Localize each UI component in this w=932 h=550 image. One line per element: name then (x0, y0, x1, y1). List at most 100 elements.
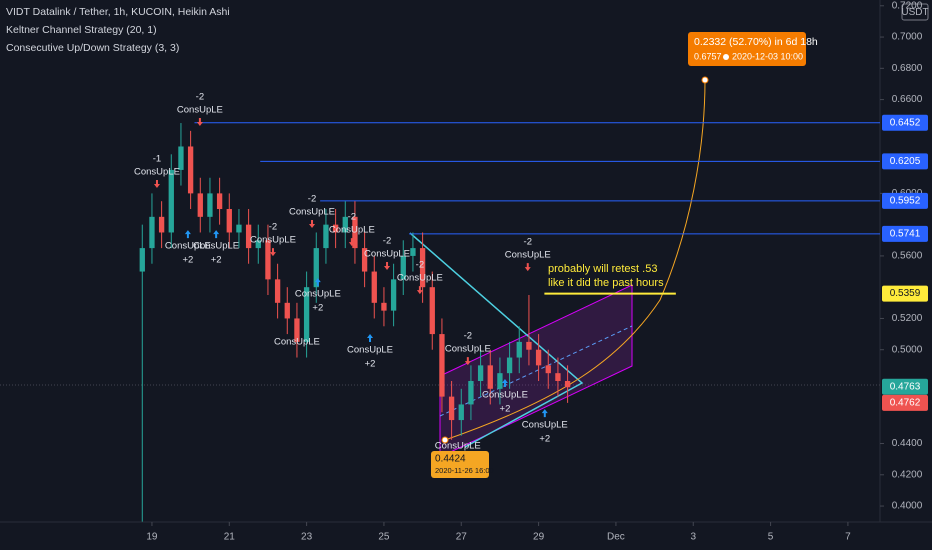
candle-body (284, 302, 290, 319)
last-price-box (882, 394, 928, 411)
signal-label: ConsUpLE (165, 241, 211, 252)
signal-count: +2 (312, 303, 323, 314)
candle-body (487, 365, 493, 389)
marks (139, 122, 880, 522)
candle-body (458, 404, 464, 421)
signal-label: ConsUpLE (177, 105, 223, 116)
currency-box[interactable] (901, 3, 929, 21)
candle-body (564, 380, 571, 388)
signal-arrow (464, 357, 471, 366)
measure-time: 2020-12-03 10:00 (732, 51, 803, 61)
low-price: 0.4424 (435, 454, 466, 465)
triangle (409, 232, 584, 448)
title: VIDT Datalink / Tether, 1h, KUCOIN, Heik… (6, 6, 230, 18)
candle-body (371, 271, 377, 303)
price-label-box (882, 225, 928, 242)
y-tick-label: 0.5600 (892, 251, 923, 262)
y-tick-label: 0.6600 (892, 94, 923, 105)
signal-arrow (501, 379, 508, 388)
note: like it did the past hours (548, 277, 664, 289)
price-label-box (882, 192, 928, 209)
candle-body (313, 248, 319, 288)
signal-label: ConsUpLE (435, 441, 481, 452)
price-label-box (882, 285, 928, 302)
candle-body (419, 248, 426, 288)
candle-body (245, 224, 252, 249)
measure-target: 0.6757 (694, 51, 722, 61)
last-price-label: 0.4762 (890, 398, 921, 409)
price-label: 0.5741 (890, 229, 921, 240)
measure-end (701, 76, 709, 84)
signal-count: +2 (365, 359, 376, 370)
signal-arrow (309, 219, 316, 228)
last-price-box (882, 378, 928, 395)
candle-body (361, 248, 368, 272)
candle-body (255, 240, 261, 249)
signal-arrow (314, 278, 321, 287)
signal-label: ConsUpLE (505, 250, 551, 261)
price-label-box (882, 153, 928, 170)
candle-body (381, 302, 387, 311)
candle-body (168, 169, 174, 233)
x-tick-label: Dec (607, 532, 625, 543)
candle-body (323, 224, 329, 249)
measure-box (688, 32, 806, 66)
signal-label: ConsUpLE (445, 344, 491, 355)
price-label: 0.6205 (890, 156, 921, 167)
signal-count: -2 (464, 331, 472, 342)
signal-label: ConsUpLE (295, 289, 341, 300)
candle-body (342, 216, 348, 233)
x-tick-label: 19 (146, 532, 158, 543)
candle-body (158, 216, 165, 233)
candle-body (226, 209, 232, 233)
signal-arrow (196, 118, 203, 127)
y-tick-label: 0.7200 (892, 0, 923, 11)
candle-body (497, 373, 503, 389)
signal-arrow (416, 286, 423, 295)
note: probably will retest .53 (548, 263, 657, 275)
signal-label: ConsUpLE (347, 345, 393, 356)
x-tick-label: 27 (456, 532, 468, 543)
signal-label: ConsUpLE (289, 207, 335, 218)
clock-icon (723, 54, 729, 60)
signal-count: -2 (348, 212, 356, 223)
candle-body (236, 224, 242, 233)
candle-body (429, 287, 435, 335)
x-tick-label: 23 (301, 532, 313, 543)
signal-arrow (348, 238, 355, 247)
price-label: 0.5952 (890, 196, 921, 207)
x-tick-label: 7 (845, 532, 851, 543)
price-label: 0.6452 (890, 117, 921, 128)
signal-count: -2 (416, 260, 424, 271)
low-time: 2020-11-26 16:00 (435, 466, 494, 475)
signal-arrow (184, 230, 191, 239)
signal-count: -1 (153, 153, 161, 164)
candle-body (265, 240, 271, 280)
candle-body (294, 318, 300, 342)
measure-start (441, 436, 449, 444)
candle-body (303, 287, 310, 342)
signal-arrow (384, 262, 391, 271)
x-tick-label: 29 (533, 532, 545, 543)
y-tick-label: 0.4200 (892, 469, 923, 480)
candle-body (477, 365, 484, 381)
candle-body (207, 193, 213, 217)
candle-body (400, 255, 406, 280)
signal-count: -2 (383, 236, 391, 247)
signal-arrow (213, 230, 220, 239)
candle-body (216, 193, 223, 210)
signal-count: +2 (211, 255, 222, 266)
currency[interactable]: USDT (901, 7, 928, 18)
signal-count: -2 (196, 92, 204, 103)
signal-arrow (153, 179, 160, 188)
y-tick-label: 0.5200 (892, 313, 923, 324)
signal-count: -2 (308, 194, 316, 205)
candle-body (526, 341, 532, 350)
signal-count: -2 (524, 237, 532, 248)
candle-body (555, 373, 561, 381)
signal-label: ConsUpLE (250, 235, 296, 246)
price-label: 0.5359 (890, 288, 921, 299)
y-tick-label: 0.7000 (892, 32, 923, 43)
candle-body (448, 396, 455, 421)
